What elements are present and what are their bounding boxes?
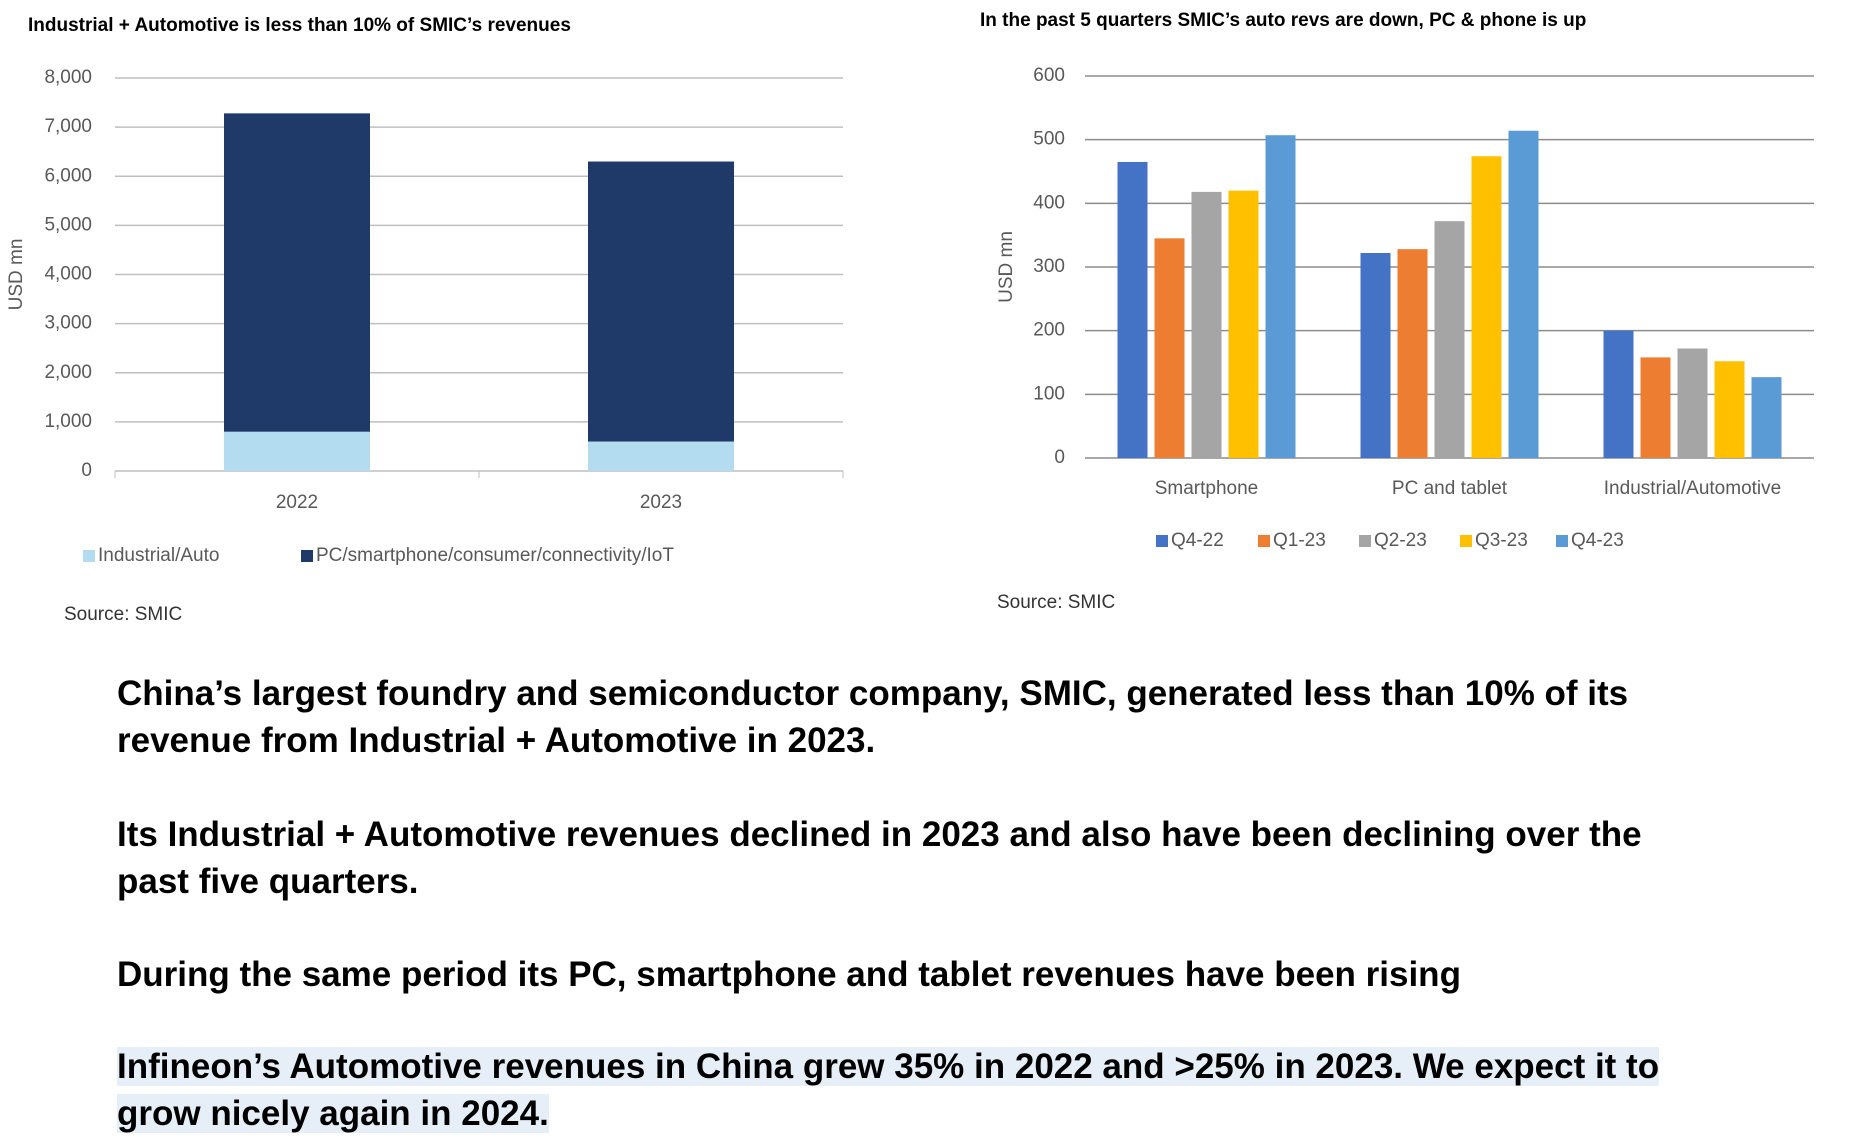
y-tick-label: 5,000 (44, 214, 92, 235)
bar (1677, 348, 1708, 458)
source-note: Source: SMIC (64, 604, 182, 625)
legend-swatch (1359, 535, 1371, 547)
bar (1228, 190, 1259, 458)
x-tick-label: PC and tablet (1392, 478, 1508, 499)
y-tick-label: 200 (1033, 320, 1065, 341)
y-tick-label: 6,000 (44, 165, 92, 186)
source-note: Source: SMIC (997, 592, 1115, 613)
legend-label: Industrial/Auto (98, 545, 219, 566)
legend-swatch (1460, 535, 1472, 547)
y-axis-label: USD mn (996, 231, 1017, 303)
legend-label: Q4-22 (1171, 530, 1224, 551)
y-tick-label: 1,000 (44, 411, 92, 432)
legend-label: PC/smartphone/consumer/connectivity/IoT (316, 545, 674, 566)
legend-label: Q3-23 (1475, 530, 1528, 551)
bar (1434, 221, 1465, 458)
paragraph: China’s largest foundry and semiconducto… (117, 674, 1629, 760)
legend-label: Q4-23 (1571, 530, 1624, 551)
y-tick-label: 4,000 (44, 264, 92, 285)
bar (1751, 377, 1782, 458)
bar (1471, 156, 1502, 458)
bar (1508, 130, 1539, 458)
bar (1360, 252, 1391, 458)
bar (1714, 361, 1745, 458)
y-tick-label: 2,000 (44, 362, 92, 383)
paragraph: Its Industrial + Automotive revenues dec… (117, 815, 1642, 901)
bar (1265, 135, 1296, 458)
y-tick-label: 0 (81, 460, 92, 481)
bar-segment (224, 431, 370, 471)
y-tick-label: 3,000 (44, 313, 92, 334)
legend-label: Q2-23 (1374, 530, 1427, 551)
x-tick-label: Industrial/Automotive (1604, 478, 1781, 499)
legend-swatch (83, 550, 95, 562)
legend-label: Q1-23 (1273, 530, 1326, 551)
chart-title: In the past 5 quarters SMIC’s auto revs … (980, 10, 1586, 31)
chart-title: Industrial + Automotive is less than 10%… (28, 15, 571, 36)
x-tick-label: 2022 (276, 492, 318, 513)
y-tick-label: 0 (1054, 447, 1065, 468)
y-tick-label: 7,000 (44, 116, 92, 137)
y-tick-label: 500 (1033, 129, 1065, 150)
bar-segment (588, 161, 734, 442)
paragraph: Infineon’s Automotive revenues in China … (117, 1043, 1677, 1137)
charts: Industrial + Automotive is less than 10%… (6, 10, 1814, 625)
y-tick-label: 100 (1033, 383, 1065, 404)
paragraph: During the same period its PC, smartphon… (117, 955, 1461, 994)
bar-segment (588, 441, 734, 471)
bar (1603, 330, 1634, 458)
legend-swatch (301, 550, 313, 562)
legend-swatch (1258, 535, 1270, 547)
y-tick-label: 300 (1033, 256, 1065, 277)
y-axis-label: USD mn (6, 239, 27, 311)
bar (1154, 238, 1185, 458)
bar (1191, 191, 1222, 458)
bar-segment (224, 113, 370, 432)
y-tick-label: 400 (1033, 192, 1065, 213)
y-tick-label: 8,000 (44, 67, 92, 88)
legend-swatch (1556, 535, 1568, 547)
x-tick-label: 2023 (640, 492, 682, 513)
highlighted-text: Infineon’s Automotive revenues in China … (117, 1047, 1660, 1133)
bar (1117, 161, 1148, 458)
bar (1397, 249, 1428, 458)
legend-swatch (1156, 535, 1168, 547)
x-tick-label: Smartphone (1155, 478, 1259, 499)
y-tick-label: 600 (1033, 65, 1065, 86)
bar (1640, 357, 1671, 458)
